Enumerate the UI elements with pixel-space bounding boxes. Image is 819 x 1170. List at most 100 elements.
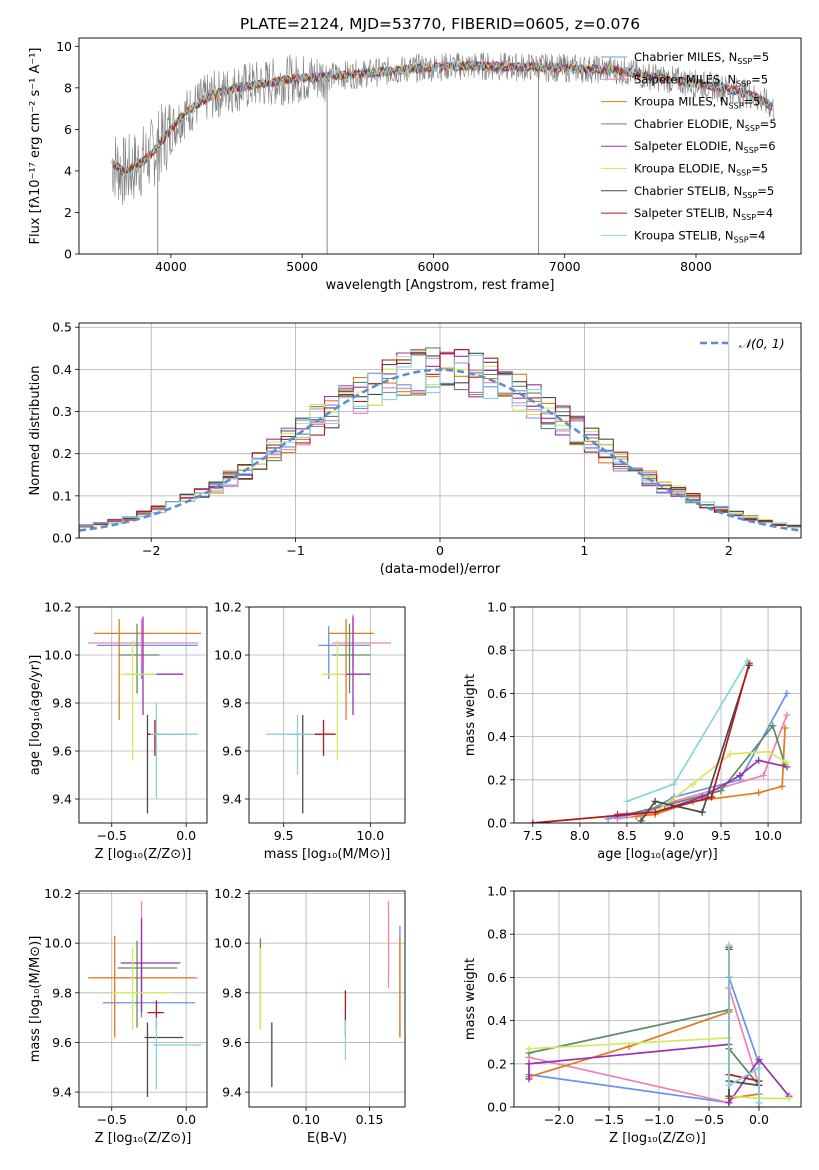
y-tick-label: 0.0 — [487, 816, 507, 831]
figure-title: PLATE=2124, MJD=53770, FIBERID=0605, z=0… — [240, 15, 640, 33]
series-marker — [637, 817, 645, 823]
legend-label: Chabrier MILES, NSSP=5 — [634, 50, 769, 66]
axes-residuals: −2 −1 0 1 2 0.0 0.1 0.2 0.3 0.4 0.5 (data-model)/er… — [28, 320, 802, 577]
x-tick-label: 10.0 — [754, 828, 782, 843]
y-tick-label: 10.2 — [44, 600, 72, 615]
axes-frame — [248, 890, 406, 1108]
axes-age_vs_Z: −0.5 0.0 9.4 9.6 9.8 10.0 10.2 Z [log₁₀(Z/Z⊙)] a… — [28, 600, 208, 862]
legend-label: Salpeter MILES, NSSP=5 — [634, 72, 768, 88]
x-tick-label: 7.5 — [523, 828, 543, 843]
y-tick-label: 2 — [64, 205, 72, 220]
x-tick-label: 4000 — [155, 259, 187, 274]
legend-label: Salpeter ELODIE, NSSP=6 — [634, 139, 776, 155]
y-axis-label: mass [log₁₀(M/M⊙)] — [28, 936, 43, 1063]
point-kroupa-stelib — [150, 703, 199, 799]
axes-spectrum: 4000 5000 6000 7000 8000 0 2 4 6 8 10 wavelength [A… — [28, 37, 802, 293]
series-marker — [725, 1092, 733, 1100]
x-tick-label: 9.0 — [664, 828, 684, 843]
legend-label: 𝒩(0, 1) — [739, 336, 785, 351]
point-kroupa-miles — [328, 619, 374, 720]
x-tick-label: 0.15 — [356, 1112, 384, 1127]
point-salpeter-elodie — [120, 918, 181, 1013]
y-tick-label: 10.0 — [44, 648, 72, 663]
series-marker — [759, 771, 767, 779]
series-marker — [726, 750, 734, 758]
y-tick-label: 9.4 — [222, 792, 242, 807]
point-kroupa-miles — [93, 619, 202, 720]
y-tick-label: 0.1 — [52, 488, 72, 503]
legend-label: Chabrier ELODIE, NSSP=5 — [634, 117, 777, 133]
axes-frame — [78, 322, 802, 539]
x-tick-label: 8.0 — [570, 828, 590, 843]
point-chabrier-elodie — [332, 623, 371, 694]
y-tick-label: 0.4 — [487, 729, 507, 744]
series-marker — [778, 782, 786, 790]
axes-frame — [513, 606, 802, 824]
y-tick-label: 0.4 — [487, 1013, 507, 1028]
point-chabrier-elodie — [117, 940, 178, 1028]
point-kroupa-stelib — [266, 715, 315, 775]
x-axis-label: wavelength [Angstrom, rest frame] — [326, 278, 555, 293]
series-marker — [529, 819, 537, 823]
x-tick-label: 6000 — [418, 259, 450, 274]
y-tick-label: 0.5 — [52, 320, 72, 335]
y-tick-label: 9.8 — [52, 696, 72, 711]
series-marker — [525, 1045, 533, 1053]
y-tick-label: 9.4 — [52, 792, 72, 807]
y-tick-label: 9.8 — [52, 985, 72, 1000]
series-marker — [755, 756, 763, 764]
axes-age_vs_mass: 9.5 10.0 9.4 9.6 9.8 10.0 10.2 mass [log₁₀(M/M⊙… — [214, 600, 406, 862]
y-axis-label: Flux [fλ10⁻¹⁷ erg cm⁻² s⁻¹ A⁻¹] — [28, 48, 43, 245]
y-tick-label: 10.2 — [214, 600, 242, 615]
axes-frame — [513, 890, 802, 1108]
x-tick-label: 0 — [436, 543, 444, 558]
x-tick-label: −0.5 — [694, 1112, 724, 1127]
y-tick-label: 10.0 — [214, 648, 242, 663]
legend-label: Kroupa MILES, NSSP=5 — [634, 95, 760, 111]
legend-label: Kroupa STELIB, NSSP=4 — [634, 228, 765, 244]
x-tick-label: −0.5 — [97, 1112, 127, 1127]
y-tick-label: 10.0 — [44, 936, 72, 951]
series-salpeter-stelib — [532, 662, 751, 823]
y-tick-label: 9.8 — [222, 696, 242, 711]
x-tick-label: 10.0 — [356, 828, 384, 843]
series-chabrier-stelib — [640, 665, 751, 822]
residual-legend: 𝒩(0, 1) — [700, 336, 785, 351]
axes-mass_vs_Z: −0.5 0.0 9.4 9.6 9.8 10.0 10.2 Z [log₁₀(Z/Z⊙)] m… — [28, 886, 208, 1146]
y-tick-label: 0.6 — [487, 970, 507, 985]
x-axis-label: Z [log₁₀(Z/Z⊙)] — [609, 1131, 706, 1146]
legend-label: Kroupa ELODIE, NSSP=5 — [634, 162, 768, 178]
x-axis-label: mass [log₁₀(M/M⊙)] — [264, 847, 391, 862]
series-marker — [651, 808, 659, 816]
y-tick-label: 9.6 — [52, 744, 72, 759]
y-tick-label: 0.8 — [487, 927, 507, 942]
point-chabrier-miles — [318, 626, 371, 679]
y-tick-label: 0.4 — [52, 362, 72, 377]
series-marker — [725, 1081, 733, 1089]
point-kroupa-elodie — [111, 948, 172, 1031]
series-marker — [614, 810, 622, 818]
x-tick-label: 5000 — [286, 259, 318, 274]
x-tick-label: −2 — [142, 543, 160, 558]
series-marker — [708, 793, 716, 801]
y-tick-label: 1.0 — [487, 884, 507, 899]
x-tick-label: −1 — [286, 543, 304, 558]
y-axis-label: Normed distribution — [28, 366, 43, 496]
y-tick-label: 9.4 — [52, 1085, 72, 1100]
histogram-kroupa-stelib — [79, 354, 801, 538]
y-tick-label: 10.2 — [214, 886, 242, 901]
x-tick-label: 7000 — [549, 259, 581, 274]
x-axis-label: Z [log₁₀(Z/Z⊙)] — [95, 847, 192, 862]
x-tick-label: 0.0 — [749, 1112, 769, 1127]
y-tick-label: 9.6 — [222, 1035, 242, 1050]
point-kroupa-elodie — [120, 640, 157, 761]
axes-frame — [78, 37, 802, 255]
x-tick-label: 9.5 — [711, 828, 731, 843]
series-marker — [743, 657, 751, 665]
series-marker — [625, 1043, 633, 1051]
axes-frame — [248, 606, 406, 824]
series-marker — [725, 1099, 733, 1107]
series-marker — [781, 724, 789, 732]
y-tick-label: 9.6 — [222, 744, 242, 759]
